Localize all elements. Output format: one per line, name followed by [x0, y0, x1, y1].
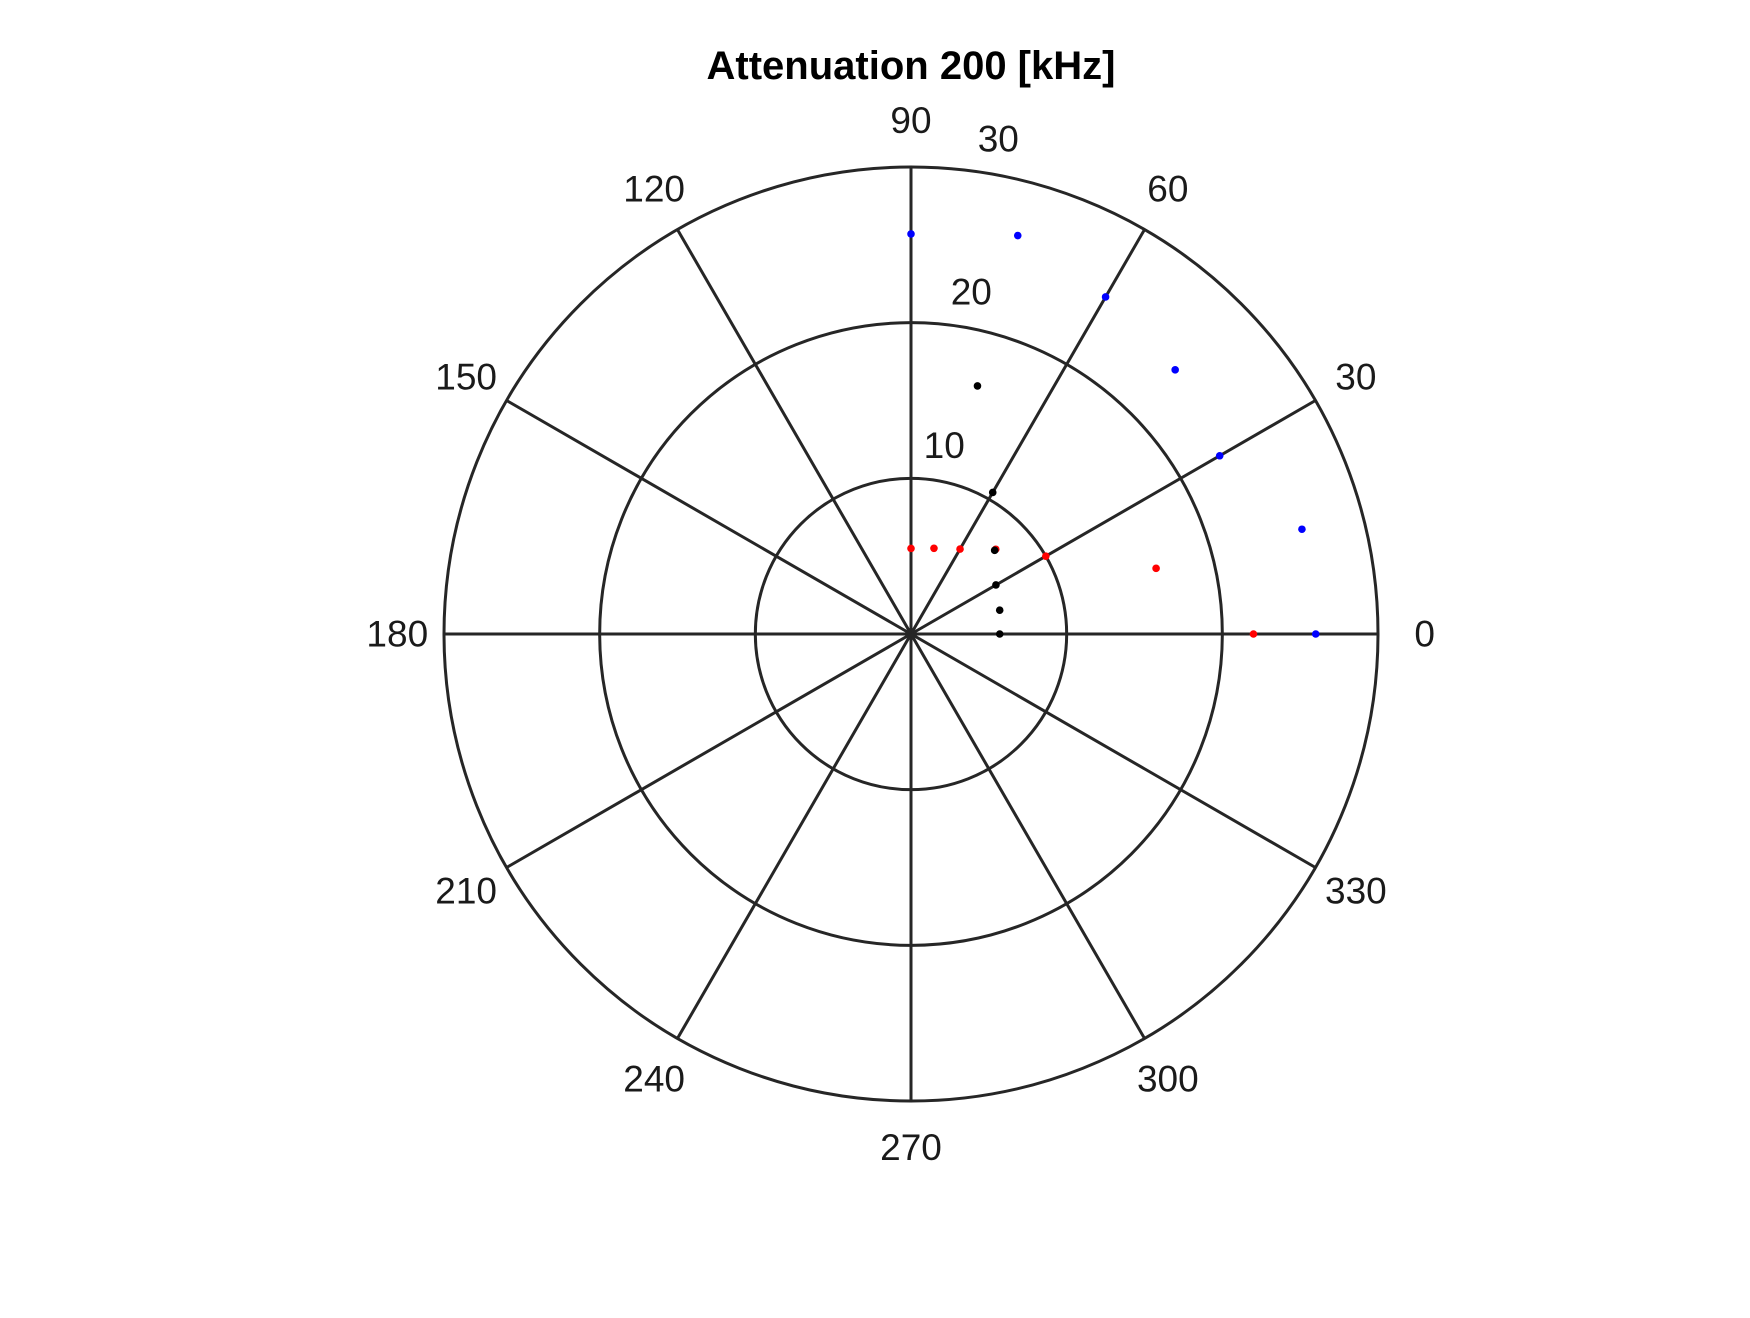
theta-tick-label: 90 [890, 100, 931, 141]
data-points [907, 230, 1320, 638]
r-tick-label: 10 [924, 425, 965, 466]
ring-20 [598, 321, 1224, 947]
spoke-150 [505, 399, 912, 636]
data-point [1311, 630, 1320, 638]
polar-grid [442, 165, 1380, 1103]
theta-tick-label: 30 [1335, 357, 1376, 398]
spoke-240 [676, 633, 913, 1040]
data-point [930, 544, 938, 553]
data-point [995, 606, 1004, 615]
spoke-330 [910, 632, 1317, 869]
spoke-30 [910, 399, 1317, 636]
data-point [1215, 451, 1224, 460]
data-point [1013, 231, 1022, 240]
theta-tick-label: 240 [623, 1058, 685, 1099]
data-point [995, 630, 1004, 638]
data-point [1042, 552, 1050, 560]
theta-tick-label: 0 [1414, 614, 1435, 655]
data-point [973, 382, 982, 390]
r-tick-label: 30 [978, 118, 1019, 159]
data-point [1152, 564, 1160, 573]
ring-10 [753, 476, 1069, 792]
spoke-120 [676, 228, 913, 635]
spoke-300 [909, 633, 1146, 1040]
data-point [1298, 525, 1306, 534]
chart-title: Attenuation 200 [kHz] [706, 44, 1116, 88]
data-point [990, 546, 999, 555]
data-point [992, 581, 1000, 589]
theta-tick-label: 120 [623, 169, 685, 210]
theta-tick-label: 180 [366, 614, 428, 655]
theta-tick-label: 330 [1325, 870, 1387, 911]
r-tick-label: 20 [951, 272, 992, 313]
spoke-210 [505, 632, 912, 869]
theta-tick-label: 210 [435, 870, 497, 911]
data-point [1171, 366, 1179, 374]
data-point [907, 544, 915, 553]
data-point [988, 488, 997, 497]
theta-tick-label: 150 [435, 357, 497, 398]
data-point [956, 545, 964, 553]
ring-30 [442, 165, 1380, 1103]
theta-tick-label: 270 [880, 1127, 942, 1168]
theta-tick-label: 60 [1147, 169, 1188, 210]
tick-labels: 0 30 60 90 120 150 180 210 240 270 300 330 10 20 30 [366, 100, 1435, 1168]
theta-tick-label: 300 [1137, 1058, 1199, 1099]
data-point [1249, 630, 1258, 638]
data-point [907, 230, 915, 238]
data-point [1101, 293, 1110, 301]
